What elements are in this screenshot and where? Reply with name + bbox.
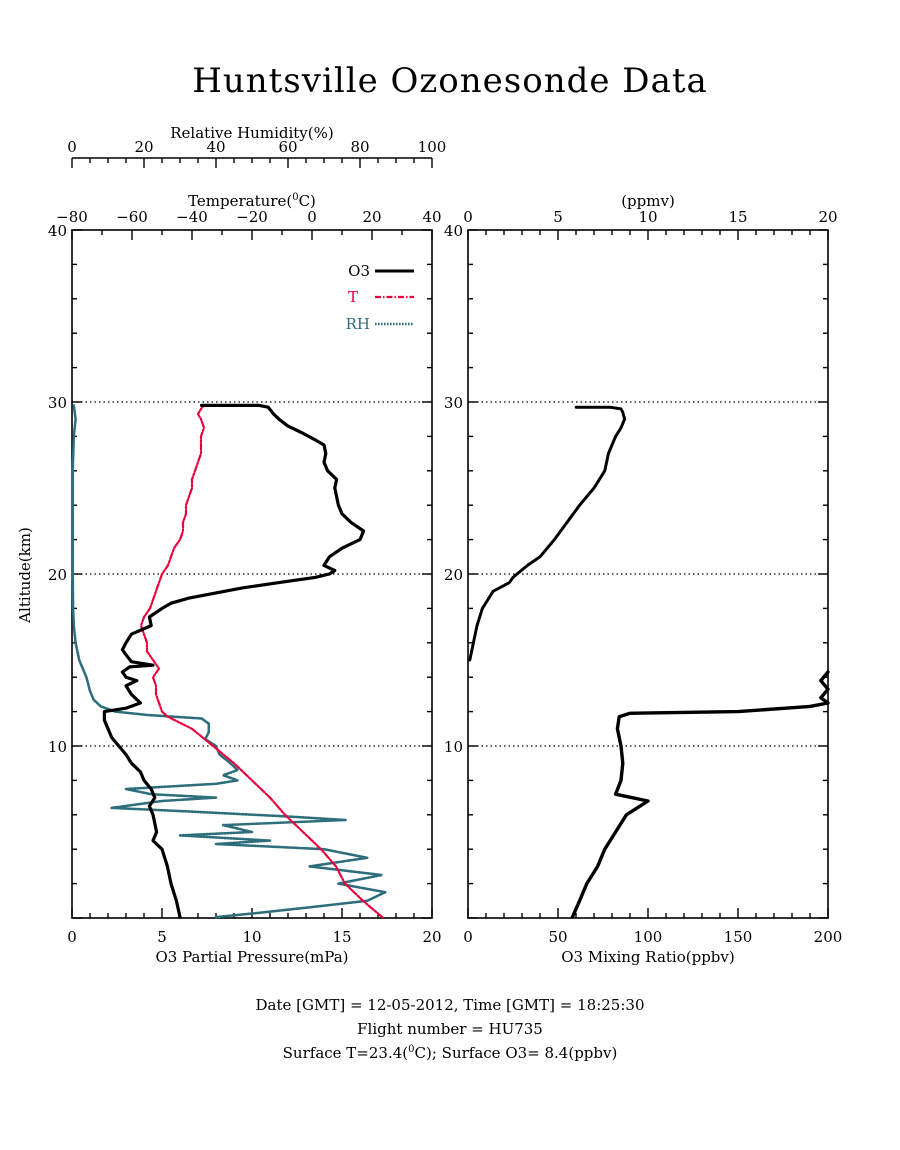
temperature-axis-xtick-label: −40	[176, 208, 208, 226]
ppbv-axis-xtick-label: 0	[463, 928, 473, 946]
series-line-o3	[102, 403, 366, 919]
o3-axis-xtick-label: 5	[157, 928, 167, 946]
rh-axis-xtick-label: 100	[418, 138, 447, 156]
footer-line-3-suffix: C); Surface O3= 8.4(ppbv)	[415, 1044, 618, 1062]
o3-axis-xtick-label: 10	[242, 928, 261, 946]
ppmv-axis-xtick-label: 15	[728, 208, 747, 226]
temperature-axis-label: Temperature(0C)	[188, 192, 316, 210]
left-ytick-label: 30	[48, 394, 67, 412]
right-ytick-label: 10	[444, 738, 463, 756]
o3-axis-xtick-label: 20	[422, 928, 441, 946]
temperature-axis-xtick-label: 40	[422, 208, 441, 226]
series-line-o3-ppbv	[570, 670, 830, 919]
o3-partial-pressure-axis-label: O3 Partial Pressure(mPa)	[155, 948, 348, 966]
temperature-axis-xtick-label: 20	[362, 208, 381, 226]
temperature-axis-xtick-label: −60	[116, 208, 148, 226]
altitude-axis-label: Altitude(km)	[16, 527, 34, 624]
temperature-label-suffix: C)	[299, 192, 316, 210]
ppbv-axis-xtick-label: 50	[548, 928, 567, 946]
legend-label-o3: O3	[348, 262, 370, 280]
rh-axis-xtick-label: 40	[206, 138, 225, 156]
rh-axis-xtick-label: 20	[134, 138, 153, 156]
footer-line-1: Date [GMT] = 12-05-2012, Time [GMT] = 18…	[255, 996, 644, 1014]
ppmv-axis-label: (ppmv)	[621, 192, 675, 210]
legend-label-t: T	[348, 288, 358, 306]
o3-axis-xtick-label: 15	[332, 928, 351, 946]
footer-line-3-prefix: Surface T=23.4(	[283, 1044, 408, 1062]
footer-line-2: Flight number = HU735	[357, 1020, 543, 1038]
right-ytick-label: 20	[444, 566, 463, 584]
ppmv-axis-xtick-label: 10	[638, 208, 657, 226]
o3-axis-xtick-label: 0	[67, 928, 77, 946]
left-ytick-label: 10	[48, 738, 67, 756]
right-ytick-label: 30	[444, 394, 463, 412]
left-ytick-label: 40	[48, 222, 67, 240]
temperature-label-prefix: Temperature(	[188, 192, 292, 210]
footer-line-3-sup: 0	[408, 1044, 414, 1055]
ppmv-axis-xtick-label: 5	[553, 208, 563, 226]
ppbv-axis-xtick-label: 200	[814, 928, 843, 946]
left-ytick-label: 20	[48, 566, 67, 584]
series-line-t	[139, 404, 384, 919]
rh-axis-xtick-label: 60	[278, 138, 297, 156]
ppbv-axis-xtick-label: 150	[724, 928, 753, 946]
chart-title: Huntsville Ozonesonde Data	[192, 61, 708, 101]
legend: O3 T RH	[346, 262, 414, 333]
rh-axis-xtick-label: 80	[350, 138, 369, 156]
mixing-ratio-axis-label: O3 Mixing Ratio(ppbv)	[561, 948, 734, 966]
ppbv-axis-xtick-label: 100	[634, 928, 663, 946]
legend-label-rh: RH	[346, 315, 370, 333]
rh-axis-xtick-label: 0	[67, 138, 77, 156]
footer-line-3: Surface T=23.4(0C); Surface O3= 8.4(ppbv…	[283, 1044, 618, 1062]
ppmv-axis-xtick-label: 0	[463, 208, 473, 226]
series-line-o3-ppmv	[468, 405, 627, 662]
right-ytick-label: 40	[444, 222, 463, 240]
temperature-axis-xtick-label: −80	[56, 208, 88, 226]
rh-axis-label: Relative Humidity(%)	[170, 124, 333, 142]
temperature-label-sup: 0	[292, 192, 298, 203]
series-line-rh	[71, 404, 387, 919]
temperature-axis-xtick-label: 0	[307, 208, 317, 226]
temperature-axis-xtick-label: −20	[236, 208, 268, 226]
ppmv-axis-xtick-label: 20	[818, 208, 837, 226]
